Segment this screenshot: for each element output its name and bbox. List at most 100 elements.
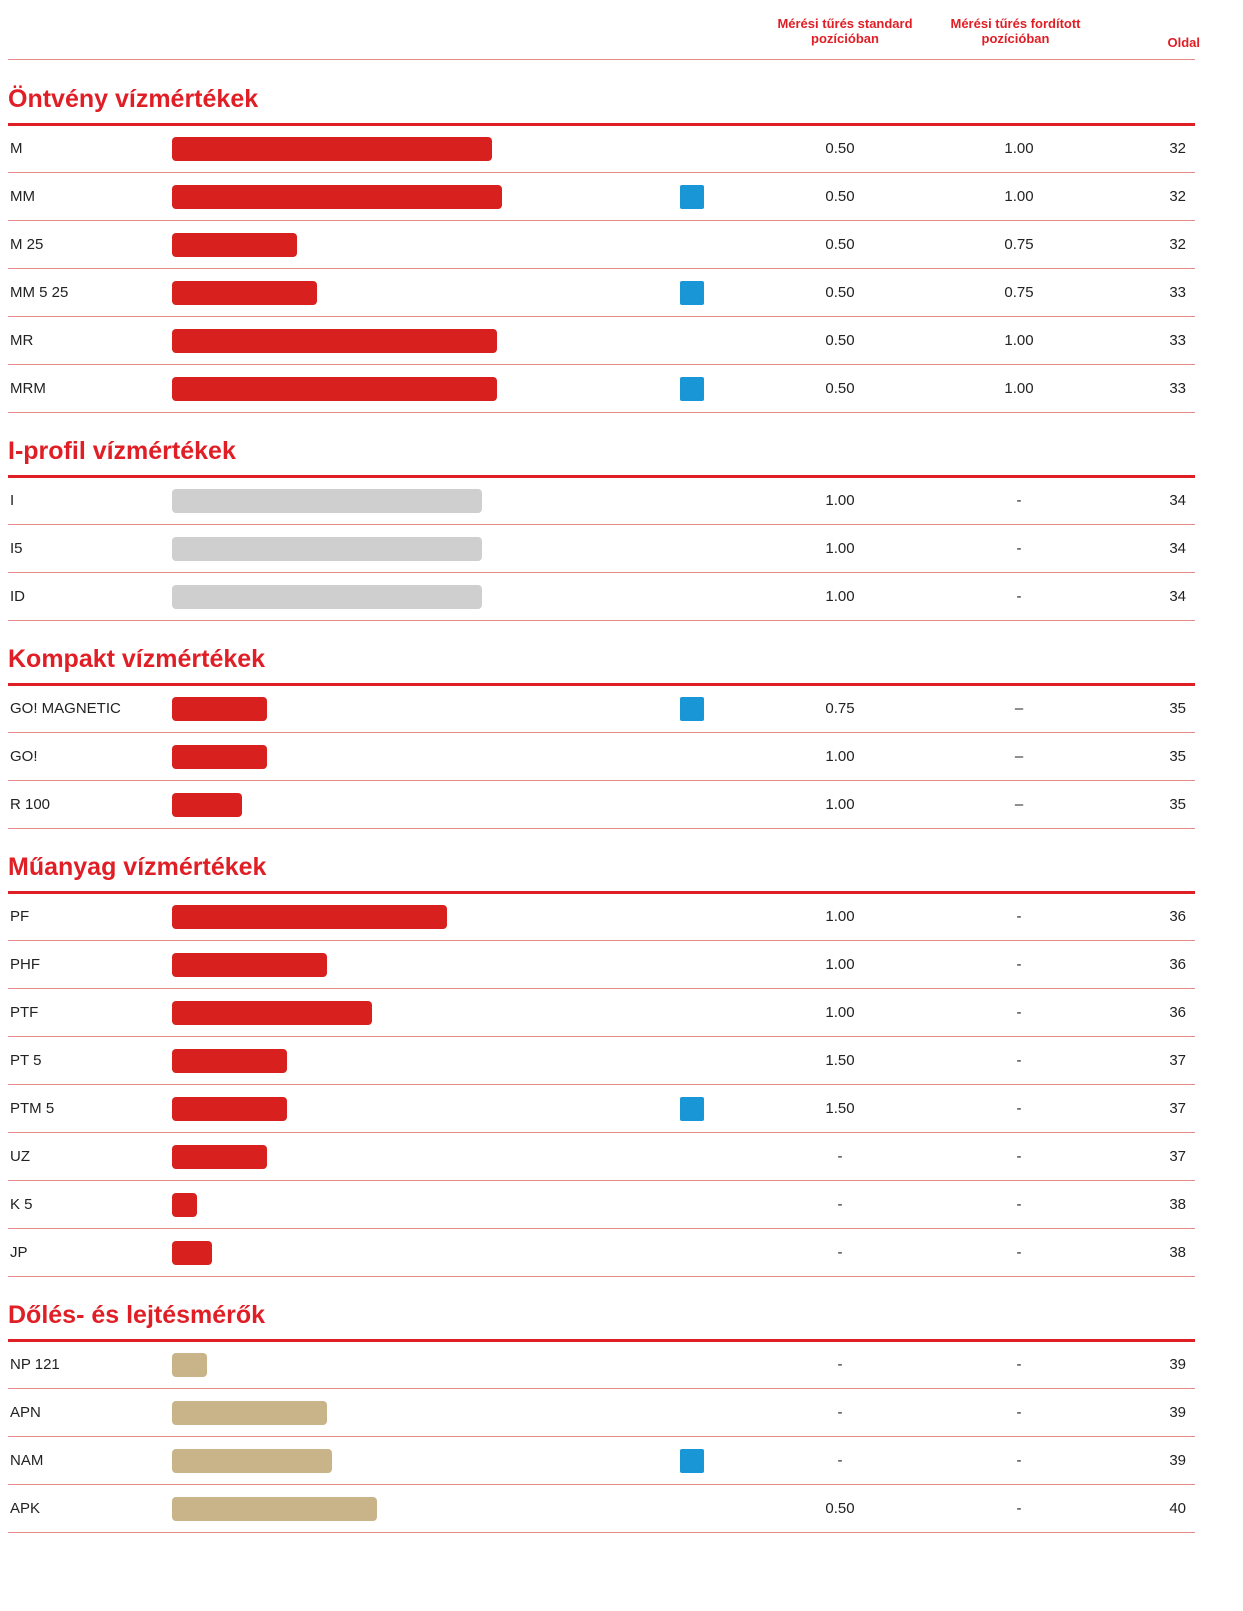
row-rule bbox=[8, 220, 1195, 221]
page-number: 32 bbox=[1100, 139, 1186, 159]
reversed-tolerance: 1.00 bbox=[969, 187, 1069, 207]
page-number: 35 bbox=[1100, 795, 1186, 815]
reversed-tolerance: - bbox=[969, 491, 1069, 511]
reversed-tolerance: 1.00 bbox=[969, 139, 1069, 159]
magnetic-icon bbox=[680, 377, 704, 401]
standard-tolerance: 1.00 bbox=[790, 1003, 890, 1023]
reversed-tolerance: – bbox=[969, 747, 1069, 767]
product-image bbox=[172, 745, 267, 769]
reversed-tolerance: - bbox=[969, 1195, 1069, 1215]
row-rule bbox=[8, 1132, 1195, 1133]
product-image bbox=[172, 953, 327, 977]
row-rule bbox=[8, 172, 1195, 173]
page-number: 36 bbox=[1100, 955, 1186, 975]
row-rule bbox=[8, 1532, 1195, 1533]
row-rule bbox=[8, 1180, 1195, 1181]
row-rule bbox=[8, 364, 1195, 365]
magnetic-icon bbox=[680, 697, 704, 721]
reversed-tolerance: - bbox=[969, 1243, 1069, 1263]
standard-tolerance: - bbox=[790, 1355, 890, 1375]
row-rule bbox=[8, 732, 1195, 733]
product-name: PF bbox=[10, 907, 29, 927]
product-image bbox=[172, 1401, 327, 1425]
page-number: 37 bbox=[1100, 1051, 1186, 1071]
standard-tolerance: - bbox=[790, 1243, 890, 1263]
standard-tolerance: 0.50 bbox=[790, 331, 890, 351]
row-rule bbox=[8, 1388, 1195, 1389]
section-title: Öntvény vízmértékek bbox=[8, 85, 258, 114]
product-image bbox=[172, 1145, 267, 1169]
reversed-tolerance: - bbox=[969, 539, 1069, 559]
row-rule bbox=[8, 828, 1195, 829]
standard-tolerance: 1.00 bbox=[790, 907, 890, 927]
reversed-tolerance: 0.75 bbox=[969, 235, 1069, 255]
standard-tolerance: 1.00 bbox=[790, 747, 890, 767]
product-name: MM 5 25 bbox=[10, 283, 68, 303]
product-image bbox=[172, 697, 267, 721]
row-rule bbox=[8, 988, 1195, 989]
page-number: 39 bbox=[1100, 1403, 1186, 1423]
section-rule bbox=[8, 475, 1195, 478]
standard-tolerance: 1.50 bbox=[790, 1099, 890, 1119]
column-header: Mérési tűrés standard pozícióban bbox=[755, 16, 935, 46]
product-name: JP bbox=[10, 1243, 28, 1263]
page-number: 33 bbox=[1100, 283, 1186, 303]
page: Mérési tűrés standard pozícióban Mérési … bbox=[0, 0, 1243, 1611]
standard-tolerance: - bbox=[790, 1403, 890, 1423]
standard-tolerance: 1.50 bbox=[790, 1051, 890, 1071]
section-title: I-profil vízmértékek bbox=[8, 437, 236, 466]
magnetic-icon bbox=[680, 1097, 704, 1121]
page-number: 35 bbox=[1100, 699, 1186, 719]
page-number: 32 bbox=[1100, 187, 1186, 207]
reversed-tolerance: - bbox=[969, 955, 1069, 975]
standard-tolerance: 0.50 bbox=[790, 1499, 890, 1519]
reversed-tolerance: - bbox=[969, 1147, 1069, 1167]
product-name: NP 121 bbox=[10, 1355, 60, 1375]
product-name: MR bbox=[10, 331, 33, 351]
product-image bbox=[172, 185, 502, 209]
standard-tolerance: 1.00 bbox=[790, 491, 890, 511]
column-header: Oldal bbox=[1140, 35, 1200, 50]
reversed-tolerance: - bbox=[969, 1451, 1069, 1471]
magnetic-icon bbox=[680, 281, 704, 305]
product-name: GO! bbox=[10, 747, 38, 767]
product-name: K 5 bbox=[10, 1195, 33, 1215]
product-name: I5 bbox=[10, 539, 23, 559]
row-rule bbox=[8, 1036, 1195, 1037]
product-image bbox=[172, 1241, 212, 1265]
reversed-tolerance: - bbox=[969, 587, 1069, 607]
row-rule bbox=[8, 268, 1195, 269]
product-image bbox=[172, 1193, 197, 1217]
product-name: R 100 bbox=[10, 795, 50, 815]
row-rule bbox=[8, 1436, 1195, 1437]
page-number: 34 bbox=[1100, 491, 1186, 511]
standard-tolerance: - bbox=[790, 1195, 890, 1215]
row-rule bbox=[8, 1084, 1195, 1085]
product-image bbox=[172, 377, 497, 401]
standard-tolerance: 0.50 bbox=[790, 379, 890, 399]
section-title: Dőlés- és lejtésmérők bbox=[8, 1301, 265, 1330]
reversed-tolerance: - bbox=[969, 907, 1069, 927]
row-rule bbox=[8, 524, 1195, 525]
row-rule bbox=[8, 572, 1195, 573]
page-number: 34 bbox=[1100, 587, 1186, 607]
page-number: 35 bbox=[1100, 747, 1186, 767]
product-name: I bbox=[10, 491, 14, 511]
product-image bbox=[172, 1497, 377, 1521]
standard-tolerance: - bbox=[790, 1147, 890, 1167]
standard-tolerance: 0.50 bbox=[790, 187, 890, 207]
section-title: Kompakt vízmértékek bbox=[8, 645, 265, 674]
page-number: 39 bbox=[1100, 1355, 1186, 1375]
reversed-tolerance: 1.00 bbox=[969, 331, 1069, 351]
product-name: UZ bbox=[10, 1147, 30, 1167]
page-number: 38 bbox=[1100, 1243, 1186, 1263]
page-number: 34 bbox=[1100, 539, 1186, 559]
product-image bbox=[172, 1097, 287, 1121]
reversed-tolerance: - bbox=[969, 1355, 1069, 1375]
product-name: PHF bbox=[10, 955, 40, 975]
product-image bbox=[172, 137, 492, 161]
page-number: 36 bbox=[1100, 1003, 1186, 1023]
page-number: 33 bbox=[1100, 331, 1186, 351]
row-rule bbox=[8, 1228, 1195, 1229]
product-name: PTF bbox=[10, 1003, 38, 1023]
